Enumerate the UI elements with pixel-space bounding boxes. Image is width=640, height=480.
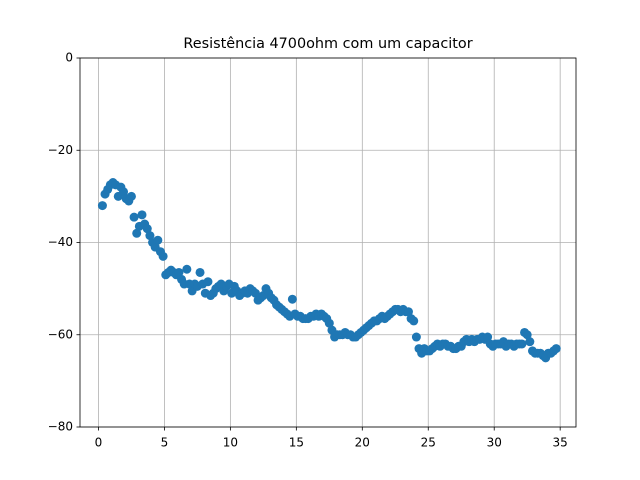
x-tick-label: 25 [421, 436, 436, 450]
y-tick-label: 0 [65, 51, 73, 65]
x-tick-label: 0 [95, 436, 103, 450]
x-tick-label: 35 [553, 436, 568, 450]
point [525, 337, 535, 347]
point [142, 224, 152, 234]
point [403, 307, 413, 317]
point [182, 264, 192, 274]
point [137, 210, 147, 220]
point [409, 316, 419, 326]
point [97, 201, 107, 211]
point [203, 277, 213, 287]
point [287, 294, 297, 304]
point [324, 318, 334, 328]
point [522, 330, 532, 340]
point [129, 212, 139, 222]
point [483, 332, 493, 342]
y-tick-label: −20 [48, 143, 73, 157]
chart-title: Resistência 4700ohm com um capacitor [183, 36, 472, 52]
point [119, 187, 129, 197]
x-tick-label: 10 [223, 436, 238, 450]
point [517, 339, 527, 349]
point [126, 191, 136, 201]
point [158, 251, 168, 261]
point [551, 344, 561, 354]
x-tick-label: 30 [487, 436, 502, 450]
y-tick-label: −80 [48, 420, 73, 434]
point [195, 267, 205, 277]
x-tick-label: 5 [161, 436, 169, 450]
point [174, 267, 184, 277]
y-tick-label: −40 [48, 235, 73, 249]
points [97, 178, 561, 363]
y-tick-label: −60 [48, 327, 73, 341]
x-tick-label: 20 [355, 436, 370, 450]
point [132, 228, 142, 238]
point [145, 231, 155, 241]
x-tick-label: 15 [289, 436, 304, 450]
point [411, 332, 421, 342]
point [153, 235, 163, 245]
